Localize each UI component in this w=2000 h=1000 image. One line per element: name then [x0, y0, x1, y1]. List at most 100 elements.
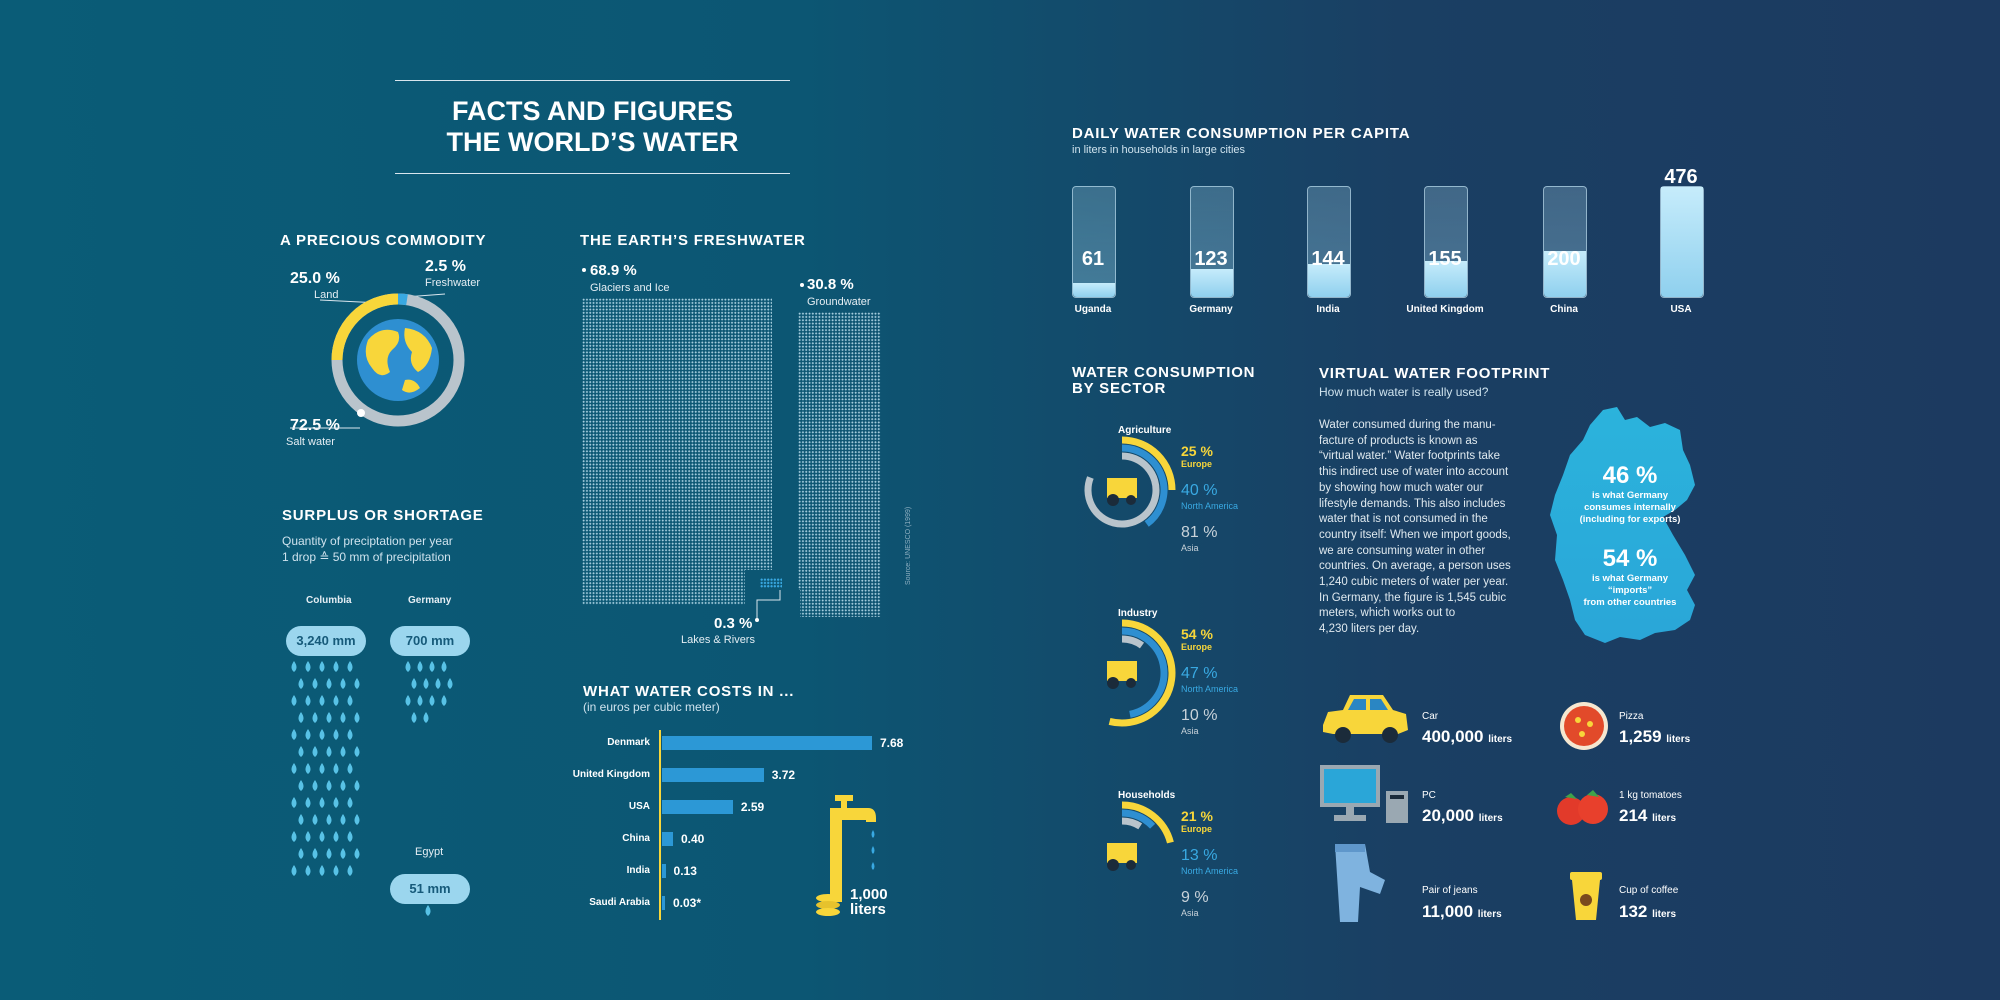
glass-country-0: Uganda [1074, 304, 1112, 315]
cost-value-1: 3.72 [771, 768, 796, 782]
pc-value-unit: liters [1478, 813, 1503, 824]
rain-drop-columbia [319, 729, 325, 740]
rain-drop-columbia [340, 712, 346, 723]
rain-drop-columbia [291, 865, 297, 876]
page-title-line2: THE WORLD’S WATER [446, 127, 739, 157]
sector-name-1: Industry [1118, 608, 1158, 619]
rain-drop-germany [411, 678, 417, 689]
rain-drop-columbia [347, 865, 353, 876]
cost-value-4: 0.13 [673, 864, 697, 878]
commodity-heading: A PRECIOUS COMMODITY [280, 232, 487, 249]
car-value: 400,000 liters [1422, 727, 1512, 747]
sector-arc-2-2 [1121, 817, 1143, 830]
rain-drop-columbia [340, 678, 346, 689]
rain-drop-columbia [340, 780, 346, 791]
rain-drop-columbia [312, 814, 318, 825]
rain-drop-columbia [340, 848, 346, 859]
sector-arc-0-1 [1121, 444, 1168, 527]
rain-drop-germany [417, 695, 423, 706]
tomatoes-value-number: 214 [1619, 806, 1648, 825]
sector-arc-1-0 [1108, 619, 1176, 727]
tomatoes-value: 214 liters [1619, 806, 1676, 826]
rain-drop-columbia [319, 661, 325, 672]
glass-fill-5 [1661, 187, 1703, 297]
glass-fill-0 [1073, 282, 1115, 297]
rain-drop-columbia [298, 780, 304, 791]
cost-value-5: 0.03* [673, 896, 702, 910]
footprint-body-line: country itself: When we import goods, [1319, 528, 1511, 541]
rain-drop-columbia [312, 746, 318, 757]
glass-0 [1072, 186, 1116, 298]
cost-bar-5 [662, 896, 665, 910]
coffee-value-unit: liters [1652, 909, 1677, 920]
footprint-body-line: “virtual water.” Water footprints take [1319, 450, 1501, 463]
jeans-icon [1335, 844, 1385, 922]
germany-cloud: 700 mm [390, 626, 470, 656]
sector-arc-0-2 [1084, 452, 1160, 528]
coffee-icon [1570, 872, 1602, 920]
tap-value-number: 1,000 [850, 886, 888, 903]
rain-drop-columbia [291, 763, 297, 774]
sector-asia-label-1: Asia [1181, 726, 1199, 736]
rain-drop-columbia [291, 661, 297, 672]
rain-drop-columbia [354, 780, 360, 791]
daily-heading: DAILY WATER CONSUMPTION PER CAPITA [1072, 125, 1411, 142]
costs-axis [659, 730, 661, 920]
cost-label-5: Saudi Arabia [589, 897, 650, 908]
sector-name-0: Agriculture [1118, 425, 1172, 436]
rain-drop-columbia [291, 831, 297, 842]
glass-value-4: 200 [1547, 248, 1581, 270]
glass-2 [1307, 186, 1351, 298]
car-label: Car [1422, 711, 1439, 722]
rain-drop-columbia [347, 831, 353, 842]
rain-drop-columbia [347, 695, 353, 706]
cost-value-3: 0.40 [680, 832, 705, 846]
import-pct: 54 % [1602, 545, 1658, 572]
rain-drop-columbia [312, 712, 318, 723]
rain-drop-columbia [298, 712, 304, 723]
footprint-body-line: In Germany, the figure is 1,545 cubic [1319, 591, 1507, 604]
rain-drop-columbia [312, 848, 318, 859]
sector-europe-pct-0: 25 % [1181, 443, 1213, 459]
sector-name-2: Households [1118, 790, 1176, 801]
internal-line3: (including for exports) [1579, 514, 1681, 525]
sector-arc-2-0 [1121, 801, 1174, 844]
rain-drop-columbia [354, 814, 360, 825]
glass-country-2: India [1316, 304, 1340, 315]
freshwater-label: Freshwater [425, 277, 481, 289]
rain-drop-columbia [347, 797, 353, 808]
land-label: Land [314, 289, 339, 301]
sector-arc-0-0 [1121, 436, 1176, 491]
sector-europe-pct-1: 54 % [1181, 626, 1213, 642]
freshwater-heading: THE EARTH’S FRESHWATER [580, 232, 806, 249]
cost-label-1: United Kingdom [572, 769, 650, 780]
footprint-body-line: meters, which works out to [1319, 607, 1456, 620]
rain-drop-columbia [326, 814, 332, 825]
lakes-label: Lakes & Rivers [681, 634, 755, 646]
rain-drop-columbia [305, 763, 311, 774]
rain-drop-columbia [312, 780, 318, 791]
footprint-heading: VIRTUAL WATER FOOTPRINT [1319, 365, 1551, 382]
glass-fill-4 [1544, 250, 1586, 297]
internal-line1: is what Germany [1591, 490, 1669, 501]
glass-value-1: 123 [1194, 248, 1228, 270]
footprint-body: Water consumed during the manu-facture o… [1319, 418, 1511, 638]
footprint-body-line: by showing how much water our [1319, 481, 1484, 494]
saltwater-label: Salt water [286, 436, 335, 448]
land-ring [331, 293, 399, 361]
germany-import-block: 54 % is what Germany “imports” from othe… [1560, 545, 1700, 609]
rain-drop-germany [429, 661, 435, 672]
glass-country-1: Germany [1189, 304, 1233, 315]
internal-line2: consumes internally [1584, 502, 1676, 513]
lakes-leader [755, 590, 781, 622]
internal-pct: 46 % [1602, 462, 1658, 489]
rain-drop-germany [429, 695, 435, 706]
rain-drop-columbia [305, 729, 311, 740]
rain-drop-germany [441, 661, 447, 672]
jeans-value-number: 11,000 [1422, 902, 1474, 921]
glass-value-5: 476 [1664, 166, 1698, 188]
globe-continent-1 [365, 329, 400, 376]
rain-drop-columbia [347, 661, 353, 672]
cost-bar-0 [662, 736, 872, 750]
glaciers-dot-grid [582, 298, 772, 605]
